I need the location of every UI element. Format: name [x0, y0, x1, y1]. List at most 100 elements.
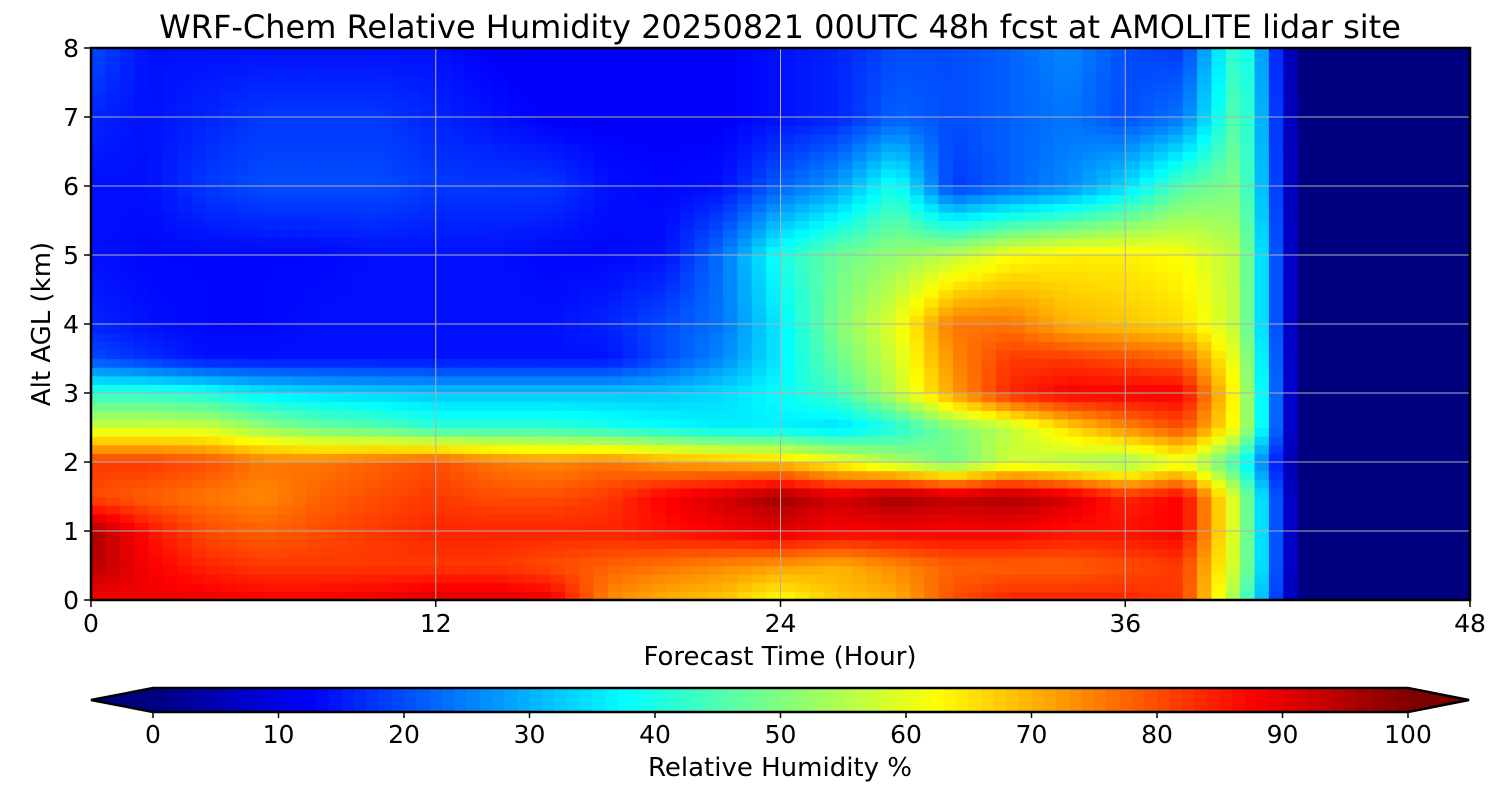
- heatmap-cell: [320, 487, 336, 498]
- heatmap-cell: [766, 168, 782, 178]
- heatmap-cell: [766, 522, 782, 532]
- heatmap-cell: [435, 358, 451, 368]
- heatmap-cell: [636, 462, 652, 472]
- heatmap-cell: [981, 367, 997, 377]
- heatmap-cell: [780, 194, 796, 204]
- heatmap-cell: [306, 263, 322, 273]
- heatmap-cell: [363, 582, 379, 592]
- heatmap-cell: [608, 48, 624, 58]
- heatmap-cell: [349, 108, 365, 118]
- heatmap-cell: [995, 168, 1011, 178]
- heatmap-cell: [665, 574, 681, 584]
- heatmap-cell: [1096, 436, 1112, 446]
- heatmap-cell: [536, 211, 552, 222]
- heatmap-cell: [837, 393, 853, 403]
- heatmap-cell: [450, 531, 466, 541]
- heatmap-cell: [450, 410, 466, 420]
- heatmap-cell: [134, 315, 150, 325]
- heatmap-cell: [507, 401, 523, 411]
- heatmap-cell: [565, 142, 580, 153]
- heatmap-cell: [651, 229, 667, 239]
- heatmap-cell: [220, 298, 236, 308]
- heatmap-cell: [565, 65, 580, 75]
- heatmap-cell: [694, 410, 710, 420]
- heatmap-cell: [435, 48, 451, 58]
- heatmap-cell: [292, 186, 308, 196]
- heatmap-cell: [622, 289, 638, 299]
- heatmap-cell: [134, 496, 150, 506]
- heatmap-cell: [881, 56, 897, 66]
- heatmap-cell: [651, 99, 667, 109]
- heatmap-cell: [507, 306, 523, 316]
- heatmap-cell: [105, 453, 121, 463]
- heatmap-cell: [866, 496, 882, 506]
- heatmap-cell: [1010, 453, 1026, 463]
- heatmap-cell: [995, 65, 1011, 75]
- heatmap-cell: [881, 177, 897, 187]
- heatmap-cell: [1197, 496, 1213, 506]
- heatmap-cell: [407, 324, 422, 334]
- heatmap-cell: [1096, 56, 1112, 66]
- heatmap-cell: [1168, 375, 1184, 385]
- heatmap-cell: [263, 341, 279, 351]
- heatmap-cell: [1153, 108, 1169, 118]
- heatmap-cell: [837, 574, 853, 584]
- heatmap-cell: [421, 177, 437, 187]
- heatmap-cell: [349, 289, 365, 299]
- heatmap-cell: [249, 444, 264, 454]
- heatmap-cell: [1110, 117, 1126, 127]
- heatmap-cell: [794, 272, 810, 282]
- heatmap-cell: [464, 151, 480, 161]
- heatmap-cell: [464, 177, 480, 187]
- heatmap-cell: [737, 556, 753, 567]
- heatmap-cell: [234, 375, 250, 385]
- heatmap-cell: [766, 341, 782, 351]
- heatmap-cell: [1168, 108, 1184, 118]
- heatmap-cell: [1039, 211, 1055, 222]
- heatmap-cell: [507, 505, 523, 515]
- heatmap-cell: [1082, 591, 1098, 601]
- heatmap-cell: [1110, 444, 1126, 454]
- heatmap-cell: [450, 565, 466, 575]
- heatmap-cell: [1139, 298, 1155, 308]
- heatmap-cell: [306, 211, 322, 222]
- heatmap-cell: [1053, 358, 1069, 368]
- heatmap-cell: [823, 531, 839, 541]
- heatmap-cell: [737, 203, 753, 213]
- heatmap-cell: [320, 582, 336, 592]
- heatmap-cell: [407, 203, 422, 213]
- heatmap-cell: [1182, 142, 1198, 153]
- heatmap-cell: [1010, 410, 1026, 420]
- heatmap-cell: [766, 237, 782, 247]
- heatmap-cell: [277, 82, 293, 92]
- heatmap-cell: [91, 151, 106, 161]
- heatmap-cell: [320, 237, 336, 247]
- heatmap-cell: [694, 427, 710, 437]
- heatmap-cell: [421, 410, 437, 420]
- heatmap-cell: [464, 358, 480, 368]
- heatmap-cell: [837, 531, 853, 541]
- heatmap-cell: [593, 427, 609, 437]
- heatmap-cell: [1082, 401, 1098, 411]
- heatmap-cell: [162, 298, 178, 308]
- heatmap-cell: [636, 246, 652, 256]
- heatmap-cell: [1110, 418, 1126, 429]
- heatmap-cell: [636, 142, 652, 153]
- heatmap-cell: [349, 427, 365, 437]
- heatmap-cell: [665, 556, 681, 567]
- heatmap-cell: [952, 298, 968, 308]
- heatmap-cell: [981, 263, 997, 273]
- heatmap-cell: [852, 418, 868, 429]
- heatmap-cell: [780, 160, 796, 170]
- heatmap-cell: [478, 168, 494, 178]
- heatmap-cell: [1168, 125, 1184, 135]
- heatmap-cell: [809, 531, 825, 541]
- heatmap-cell: [493, 418, 509, 429]
- heatmap-cell: [622, 487, 638, 498]
- heatmap-cell: [1053, 470, 1069, 480]
- heatmap-cell: [1067, 522, 1083, 532]
- heatmap-cell: [665, 548, 681, 558]
- heatmap-cell: [119, 134, 135, 144]
- heatmap-cell: [1010, 393, 1026, 403]
- heatmap-cell: [665, 401, 681, 411]
